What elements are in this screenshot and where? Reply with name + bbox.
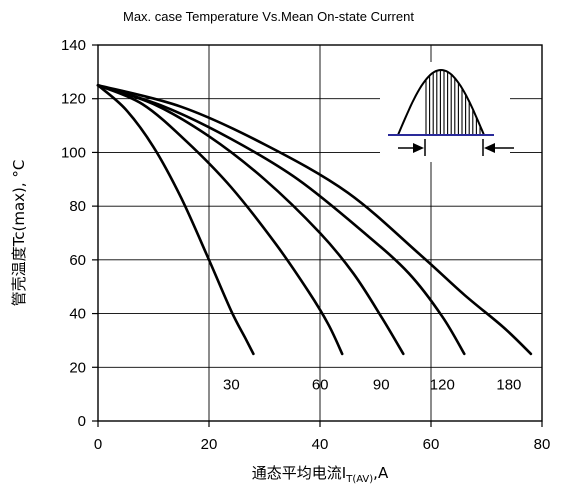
series-labels: 30 60 90 120 180 <box>223 376 521 393</box>
series-line-30 <box>96 84 255 356</box>
series-line-180 <box>96 84 533 356</box>
y-tick-label: 140 <box>61 37 86 54</box>
series-label-180: 180 <box>496 376 521 393</box>
y-tick-label: 120 <box>61 91 86 108</box>
series-line-120 <box>96 84 466 356</box>
y-tick-label: 100 <box>61 144 86 161</box>
series-lines <box>96 84 533 356</box>
y-axis-label: 管壳温度Tc(max), °C <box>10 160 28 307</box>
y-tick-label: 80 <box>69 198 86 215</box>
axis-ticks: 0 20 40 60 80 0 20 40 60 80 100 120 140 <box>61 37 550 453</box>
x-tick-label: 80 <box>534 436 551 453</box>
series-line-90 <box>96 84 405 356</box>
y-tick-label: 20 <box>69 359 86 376</box>
chart-title: Max. case Temperature Vs.Mean On-state C… <box>123 9 414 24</box>
x-tick-label: 0 <box>94 436 102 453</box>
x-tick-label: 60 <box>423 436 440 453</box>
x-axis-label: 通态平均电流IT(AV),A <box>252 464 389 485</box>
x-tick-label: 40 <box>312 436 329 453</box>
x-axis-label-suffix: ,A <box>373 464 389 482</box>
series-label-120: 120 <box>430 376 455 393</box>
half-sine-waveform-inset <box>380 62 514 162</box>
series-label-30: 30 <box>223 376 240 393</box>
x-axis-label-main: 通态平均电流I <box>252 464 346 482</box>
y-tick-label: 0 <box>78 413 86 430</box>
x-axis-label-subscript: T(AV) <box>345 474 373 485</box>
left-arrow-icon <box>413 143 424 153</box>
y-tick-label: 40 <box>69 306 86 323</box>
series-line-60 <box>96 84 344 356</box>
y-tick-label: 60 <box>69 252 86 269</box>
inset-background <box>380 62 510 162</box>
waveform-hatch-lines <box>425 70 481 135</box>
series-label-90: 90 <box>373 376 390 393</box>
waveform-curve <box>397 68 485 136</box>
series-label-60: 60 <box>312 376 329 393</box>
right-arrow-icon <box>484 143 495 153</box>
x-tick-label: 20 <box>201 436 218 453</box>
